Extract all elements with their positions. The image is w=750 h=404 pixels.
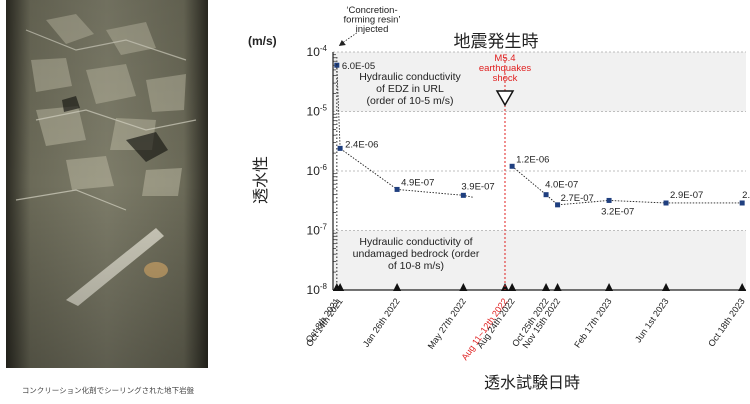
- x-tick-marker: [662, 283, 671, 291]
- bedrock-annotation: undamaged bedrock (order: [353, 248, 480, 260]
- y-axis-label: 透水性: [251, 156, 270, 204]
- data-point: [460, 192, 466, 198]
- data-label: 2.9E-07: [670, 190, 703, 201]
- resin-arrow-head: [338, 40, 346, 46]
- earthquake-label: shock: [493, 73, 518, 84]
- edz-annotation: Hydraulic conductivity: [359, 71, 461, 83]
- data-point: [394, 186, 400, 192]
- data-point: [739, 200, 745, 206]
- x-tick-label: Oct 18th 2023: [706, 296, 747, 348]
- data-label: 1.2E-06: [516, 154, 549, 165]
- earthquake-label: earthquakes: [479, 63, 532, 74]
- y-tick-label: 10-6: [307, 163, 328, 178]
- resin-annotation: ‘Concretion-: [346, 5, 397, 16]
- data-label: 6.0E-05: [342, 61, 375, 72]
- earthquake-label: M5.4: [494, 53, 515, 64]
- photo-caption: コンクリーション化剤でシーリングされた地下岩盤: [21, 386, 195, 395]
- x-tick-label: Oct 14th 2021: [304, 296, 345, 348]
- data-point: [663, 200, 669, 206]
- data-point: [555, 202, 561, 208]
- x-tick-marker: [738, 283, 747, 291]
- y-tick-label: 10-5: [307, 104, 328, 119]
- data-label: 2.9E-07: [742, 190, 750, 201]
- bedrock-annotation: of 10-8 m/s): [388, 260, 444, 272]
- rock-core-photo: [6, 0, 208, 368]
- y-unit-label: (m/s): [248, 34, 277, 48]
- edz-annotation: of EDZ in URL: [376, 83, 444, 95]
- x-tick-label: Jun 1st 2023: [633, 296, 671, 344]
- reference-band-1: [333, 230, 746, 290]
- x-tick-marker: [336, 283, 345, 291]
- chart-title: 地震発生時: [454, 32, 539, 52]
- edz-annotation: (order of 10-5 m/s): [367, 95, 454, 107]
- data-point: [543, 192, 549, 198]
- data-label: 4.9E-07: [401, 177, 434, 188]
- resin-annotation: forming resin’: [343, 15, 400, 26]
- rock-core-image: [6, 0, 208, 368]
- data-point: [337, 145, 343, 151]
- earthquake-marker: [495, 57, 515, 290]
- axes: [332, 52, 746, 291]
- resin-annotation: injected: [356, 24, 389, 35]
- bedrock-annotation: Hydraulic conductivity of: [359, 236, 472, 248]
- y-tick-label: 10-8: [307, 282, 328, 297]
- x-tick-label: Feb 17th 2023: [572, 296, 613, 349]
- earthquake-triangle: [495, 90, 515, 107]
- y-tick-label: 10-7: [307, 223, 328, 238]
- x-tick-marker: [542, 283, 551, 291]
- series-line-1: [511, 165, 743, 206]
- data-label: 3.9E-07: [461, 181, 494, 192]
- y-tick-label: 10-4: [307, 44, 328, 59]
- x-axis-label: 透水試験日時: [484, 373, 580, 392]
- x-tick-label: Jan 26th 2022: [361, 296, 402, 348]
- resin-arrow-line: [340, 31, 359, 45]
- data-label: 2.7E-07: [561, 193, 594, 204]
- data-label: 4.0E-07: [545, 180, 578, 191]
- x-tick-label: May 27th 2022: [426, 296, 468, 351]
- data-point: [509, 163, 515, 169]
- x-tick-marker: [605, 283, 614, 291]
- data-point: [606, 197, 612, 203]
- data-label: 2.4E-06: [345, 139, 378, 150]
- reference-band-0: [333, 52, 746, 112]
- x-tick-marker: [553, 283, 562, 291]
- x-tick-marker: [393, 283, 402, 291]
- data-points: 6.0E-05 2.4E-06 4.9E-07 3.9E-07 1.2E-06 4.0E-…: [334, 61, 750, 217]
- x-tick-marker: [459, 283, 468, 291]
- data-label: 3.2E-07: [601, 206, 634, 217]
- y-tick-labels: 10-4 10-5 10-6 10-7 10-8: [307, 44, 328, 297]
- x-tick-marker: [508, 283, 517, 291]
- reference-bands: [333, 52, 746, 290]
